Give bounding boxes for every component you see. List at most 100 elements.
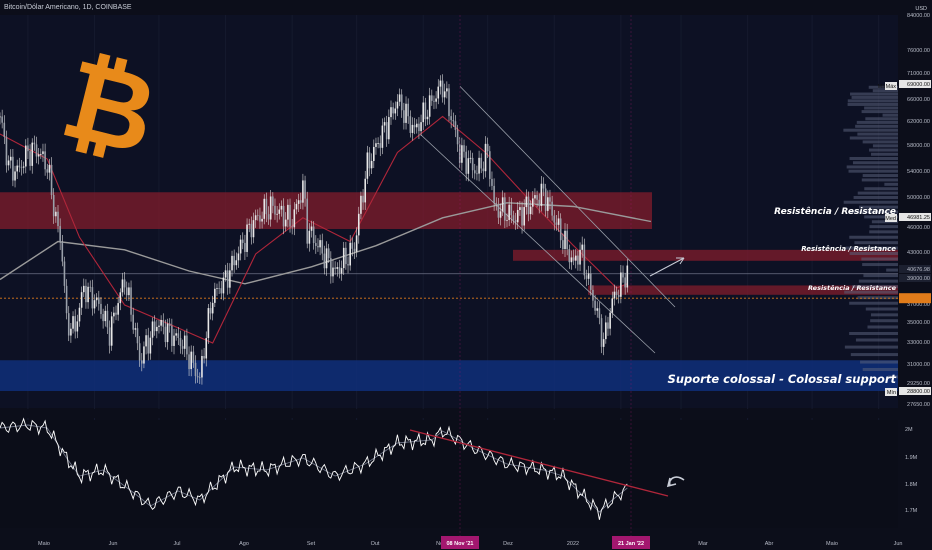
indicator-axis-label: 1.7M [905, 508, 918, 514]
candle-body [0, 116, 1, 118]
candle-body [207, 308, 210, 339]
candle-body [138, 343, 141, 361]
candle-body [295, 203, 298, 210]
candle-body [147, 335, 150, 354]
med-marker-text: Med [885, 216, 896, 222]
projection-arrowhead [676, 257, 685, 265]
volume-profile-bar [868, 85, 898, 89]
candle-body [379, 143, 382, 148]
price-axis-label: 31000.00 [907, 362, 930, 368]
volume-profile-bar [864, 187, 898, 191]
candle-body [261, 218, 263, 222]
indicator-pane [0, 420, 898, 528]
volume-profile-bar [857, 191, 898, 195]
candle-body [388, 117, 390, 140]
candle-body [7, 160, 10, 166]
candle-body [85, 285, 87, 303]
candle-body [241, 239, 244, 243]
candle-body [65, 285, 68, 314]
candle-body [400, 94, 403, 111]
price-axis-label: 50000.00 [907, 195, 930, 201]
candle-body [355, 235, 358, 252]
candle-body [574, 255, 577, 261]
candle-body [525, 196, 528, 208]
resistance-label-3: Resistência / Resistance [808, 284, 897, 292]
candle-body [463, 145, 465, 152]
candle-body [516, 209, 519, 223]
candle-body [276, 213, 278, 215]
candle-body [70, 328, 72, 336]
candle-body [357, 213, 360, 236]
candle-body [82, 285, 85, 293]
candle-body [521, 207, 523, 226]
candle-body [272, 196, 274, 206]
candle-body [613, 291, 616, 299]
channel-lower-line [419, 133, 656, 354]
candle-body [308, 230, 311, 244]
candle-body [100, 303, 102, 315]
candle-body [467, 158, 470, 174]
volume-profile-bar [884, 182, 898, 186]
price-label-badge [899, 274, 931, 282]
candle-body [568, 249, 571, 263]
candle-body [136, 328, 139, 344]
indicator-trendline [409, 429, 669, 497]
candle-body [192, 351, 195, 363]
current-price-badge [899, 293, 931, 304]
candle-body [596, 308, 599, 311]
candle-body [256, 215, 259, 217]
time-axis-label: Abr [765, 541, 774, 547]
candle-body [140, 360, 143, 364]
candle-body [48, 164, 51, 173]
candle-body [493, 185, 495, 203]
candle-body [198, 377, 201, 379]
volume-profile-bar [864, 215, 898, 219]
candle-body [415, 123, 418, 128]
candle-body [617, 295, 620, 297]
candle-body [342, 247, 345, 269]
volume-profile-bar [865, 307, 898, 311]
candle-body [52, 195, 55, 217]
candle-body [115, 312, 117, 315]
time-axis-label: 2022 [567, 541, 579, 547]
candle-body [248, 223, 251, 225]
candle-body [622, 272, 624, 278]
symbol-title: Bitcoin/Dólar Americano, 1D, COINBASE [4, 4, 132, 11]
volume-profile-bar [882, 113, 898, 117]
candle-body [405, 103, 407, 123]
candle-body [512, 215, 515, 220]
candle-body [24, 145, 27, 167]
volume-profile-bar [869, 225, 898, 229]
candle-body [534, 195, 536, 199]
candle-body [269, 196, 272, 220]
candle-body [175, 333, 177, 336]
candle-body [50, 164, 53, 196]
candle-body [514, 219, 517, 223]
candle-body [153, 321, 156, 332]
candle-body [439, 80, 442, 87]
price-axis-currency: USD [915, 6, 927, 12]
candle-body [205, 338, 208, 359]
candle-body [373, 146, 375, 161]
candle-body [409, 116, 412, 133]
candle-body [325, 248, 328, 269]
candle-body [201, 355, 203, 378]
candle-body [390, 107, 392, 118]
candle-body [224, 270, 227, 278]
projection-arrow [649, 257, 685, 277]
candle-body [598, 308, 601, 319]
candle-body [555, 222, 558, 225]
volume-profile-bar [861, 257, 898, 261]
pane-separator [0, 409, 898, 418]
candle-body [317, 245, 319, 248]
candle-body [557, 218, 560, 225]
volume-profile-bar [850, 353, 898, 357]
candle-body [304, 180, 306, 199]
candle-body [553, 215, 556, 223]
candle-body [403, 110, 405, 123]
candle-body [168, 323, 171, 326]
candle-body [398, 94, 401, 102]
candle-body [42, 151, 44, 154]
volume-profile-bar [849, 252, 898, 255]
